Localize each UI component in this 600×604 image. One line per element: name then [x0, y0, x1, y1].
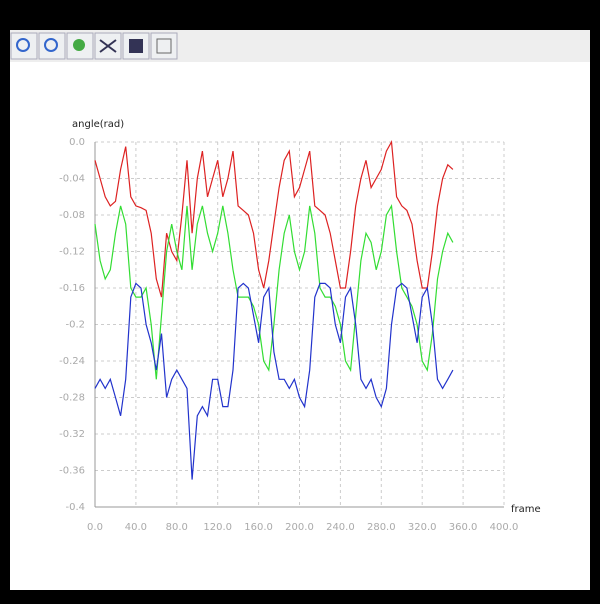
- y-tick-label: -0.24: [59, 356, 85, 367]
- x-tick-label: 120.0: [203, 522, 232, 533]
- data-line: [94, 282, 454, 480]
- x-axis-label: frame: [511, 504, 541, 515]
- y-tick-label: -0.16: [59, 283, 85, 294]
- table-button[interactable]: [150, 32, 178, 60]
- x-tick-label: 320.0: [408, 522, 437, 533]
- x-tick-label: 280.0: [367, 522, 396, 533]
- y-axis-label: angle(rad): [72, 119, 124, 130]
- zoom-button[interactable]: [38, 32, 66, 60]
- x-tick-label: 200.0: [285, 522, 314, 533]
- icon: [129, 39, 143, 53]
- x-tick-label: 80.0: [166, 522, 188, 533]
- data-line: [94, 140, 454, 298]
- y-tick-label: -0.28: [59, 393, 85, 404]
- y-tick-label: -0.36: [59, 466, 85, 477]
- y-tick-label: 0.0: [69, 137, 85, 148]
- icon: [44, 38, 58, 52]
- y-tick-label: -0.08: [59, 210, 85, 221]
- zoom-fit-button[interactable]: [10, 32, 38, 60]
- y-tick-label: -0.2: [65, 320, 85, 331]
- x-tick-label: 240.0: [326, 522, 355, 533]
- icon: [16, 38, 30, 52]
- x-tick-label: 40.0: [125, 522, 147, 533]
- icon: [73, 39, 85, 51]
- x-tick-label: 400.0: [490, 522, 519, 533]
- toolbar-buttons: [10, 32, 178, 60]
- y-tick-label: -0.12: [59, 247, 85, 258]
- icon: [99, 39, 117, 53]
- x-tick-label: 360.0: [449, 522, 478, 533]
- y-tick-label: -0.4: [65, 502, 85, 513]
- icon: [156, 38, 172, 54]
- y-tick-label: -0.04: [59, 174, 85, 185]
- x-tick-label: 0.0: [87, 522, 103, 533]
- x-tick-label: 160.0: [244, 522, 273, 533]
- y-tick-label: -0.32: [59, 429, 85, 440]
